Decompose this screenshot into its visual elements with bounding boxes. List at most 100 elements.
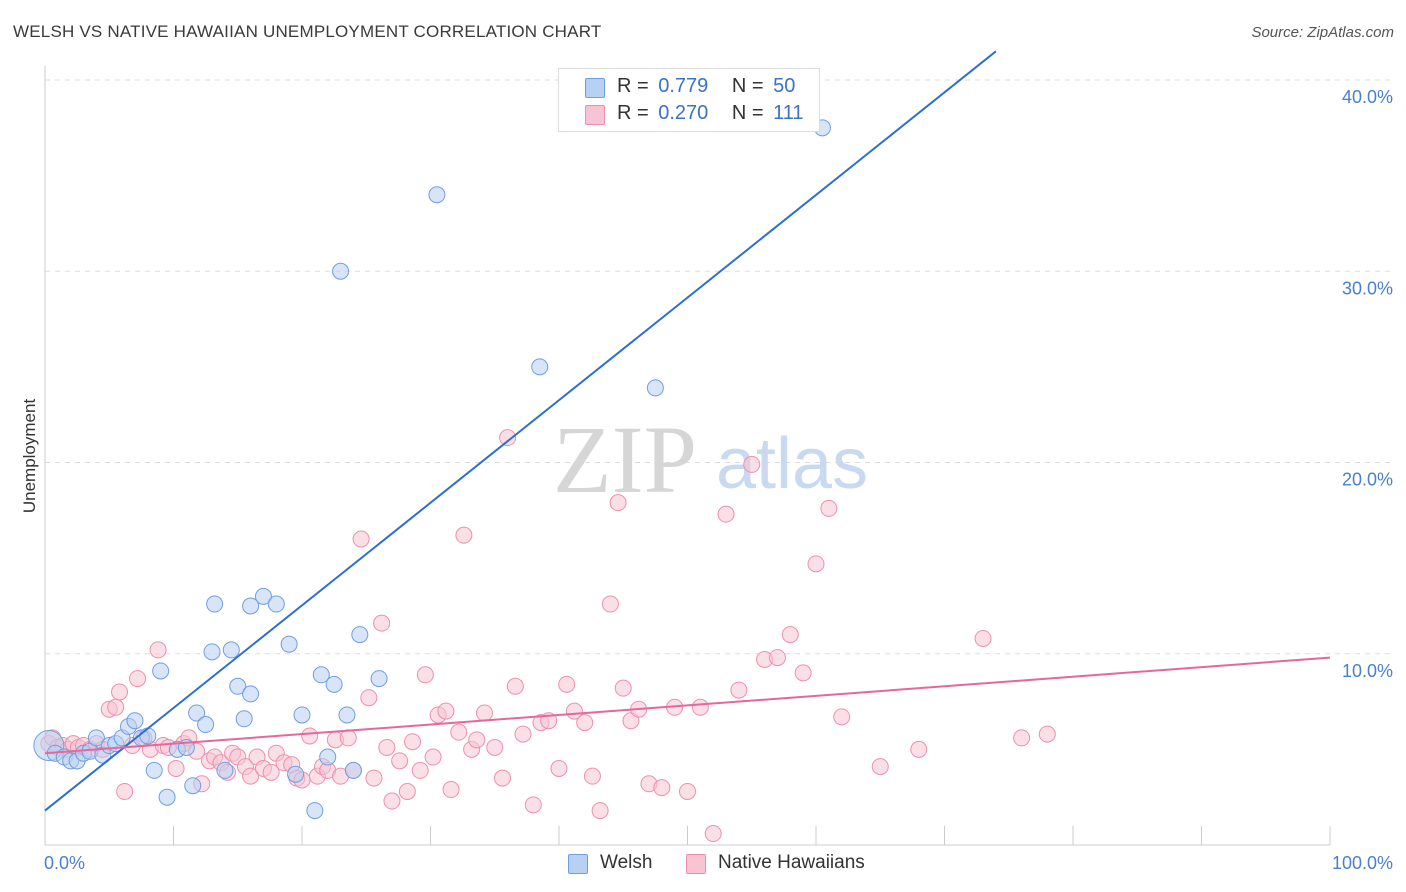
legend-r-value-hawaiian: 0.270 xyxy=(658,102,709,124)
watermark-atlas: atlas xyxy=(716,424,868,504)
legend-n-value-welsh: 50 xyxy=(773,75,796,97)
hawaiian-point xyxy=(450,723,468,741)
hawaiian-point xyxy=(107,698,125,716)
welsh-point xyxy=(254,587,272,605)
hawaiian-point xyxy=(442,781,460,799)
hawaiian-point xyxy=(149,641,167,659)
hawaiian-point xyxy=(365,769,383,787)
trend-lines xyxy=(44,50,1331,812)
hawaiian-point xyxy=(583,767,601,785)
watermark: ZIP atlas xyxy=(553,406,868,513)
welsh-point xyxy=(531,358,549,376)
trend-line-hawaiian xyxy=(44,656,1331,755)
hawaiian-point xyxy=(576,714,594,732)
hawaiian-point xyxy=(455,526,473,544)
welsh-point xyxy=(126,712,144,730)
hawaiian-point xyxy=(383,792,401,810)
welsh-point xyxy=(139,727,157,745)
hawaiian-point xyxy=(424,748,442,766)
x-tick-label: 0.0% xyxy=(44,853,85,873)
welsh-point xyxy=(370,670,388,688)
hawaiian-point xyxy=(910,740,928,758)
hawaiian-point xyxy=(871,758,889,776)
welsh-point xyxy=(344,761,362,779)
welsh-point xyxy=(206,595,224,613)
welsh-point xyxy=(203,643,221,661)
legend: R = 0.779 N = 50 R = 0.270 N = 111 xyxy=(558,68,820,132)
hawaiian-point xyxy=(717,505,735,523)
legend-swatch-welsh xyxy=(585,78,605,98)
chart-title: WELSH VS NATIVE HAWAIIAN UNEMPLOYMENT CO… xyxy=(13,22,602,41)
hawaiian-point xyxy=(794,664,812,682)
hawaiian-point xyxy=(679,782,696,800)
hawaiian-point xyxy=(416,666,434,684)
welsh-point xyxy=(158,788,176,806)
welsh-point xyxy=(319,748,337,766)
welsh-point xyxy=(332,262,350,280)
welsh-point xyxy=(312,666,330,684)
welsh-point xyxy=(287,765,305,783)
hawaiian-point xyxy=(591,802,609,820)
hawaiian-point xyxy=(506,677,524,695)
welsh-point xyxy=(280,635,298,653)
legend-n-label: N = xyxy=(731,102,764,124)
welsh-point xyxy=(267,595,285,613)
hawaiian-point xyxy=(524,796,542,814)
welsh-point xyxy=(338,706,356,724)
welsh-point xyxy=(87,729,105,747)
welsh-point xyxy=(235,710,253,728)
y-ticks: 10.0% 20.0% 30.0% 40.0% xyxy=(1342,87,1393,681)
welsh-point xyxy=(293,706,311,724)
legend-swatch-hawaiian xyxy=(585,105,605,125)
axes xyxy=(44,66,1331,846)
hawaiian-point xyxy=(768,649,786,667)
hawaiian-point xyxy=(116,782,134,800)
hawaiian-point xyxy=(360,689,378,707)
hawaiian-point xyxy=(398,782,416,800)
welsh-point xyxy=(351,626,369,644)
hawaiian-point xyxy=(974,629,992,647)
hawaiian-point xyxy=(614,679,632,697)
hawaiian-point xyxy=(475,704,493,722)
y-axis-label: Unemployment xyxy=(20,399,39,514)
welsh-point xyxy=(242,597,260,615)
hawaiian-point xyxy=(499,429,517,447)
hawaiian-point xyxy=(378,738,396,756)
hawaiian-point xyxy=(691,698,709,716)
bottom-legend-swatch-hawaiian xyxy=(686,854,706,874)
hawaiian-point xyxy=(486,738,504,756)
welsh-point xyxy=(306,802,324,820)
hawaiian-point xyxy=(704,825,722,843)
hawaiian-point xyxy=(609,494,627,512)
hawaiian-point xyxy=(1013,729,1031,747)
y-tick-label: 30.0% xyxy=(1342,278,1393,298)
hawaiian-point xyxy=(1038,725,1056,743)
y-tick-label: 40.0% xyxy=(1342,87,1393,107)
hawaiian-point xyxy=(468,731,486,749)
hawaiian-point xyxy=(514,725,532,743)
welsh-point xyxy=(229,677,247,695)
hawaiian-point xyxy=(601,595,619,613)
bottom-legend-label-hawaiian: Native Hawaiians xyxy=(718,852,865,873)
grid xyxy=(45,79,1392,655)
legend-n-value-hawaiian: 111 xyxy=(773,102,804,124)
hawaiian-point xyxy=(820,499,838,517)
hawaiian-point xyxy=(565,702,583,720)
hawaiian-point xyxy=(339,729,357,747)
legend-text-welsh: R = 0.779 N = 50 xyxy=(617,75,795,98)
hawaiian-point xyxy=(558,675,576,693)
welsh-point xyxy=(216,761,234,779)
legend-r-value-welsh: 0.779 xyxy=(658,75,709,97)
hawaiian-point xyxy=(129,670,147,688)
hawaiian-point xyxy=(167,760,185,777)
y-tick-label: 20.0% xyxy=(1342,470,1393,490)
hawaiian-point xyxy=(743,455,761,473)
hawaiian-point xyxy=(301,727,319,745)
legend-r-label: R = xyxy=(617,75,649,97)
hawaiian-point xyxy=(242,767,260,785)
welsh-point xyxy=(646,379,664,397)
welsh-point xyxy=(197,716,215,734)
hawaiian-point xyxy=(437,702,455,720)
x-tick-label: 100.0% xyxy=(1332,853,1393,873)
